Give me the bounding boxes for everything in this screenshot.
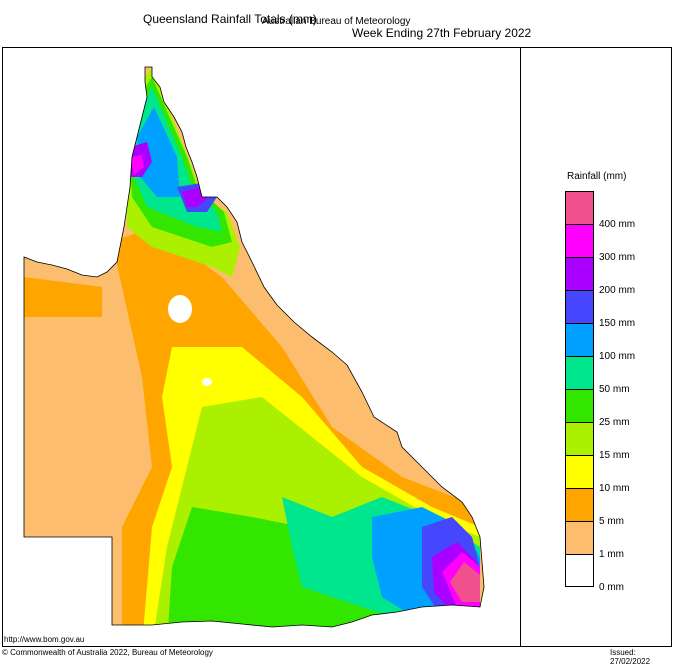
legend-label: 15 mm — [599, 450, 630, 461]
footer-url[interactable]: http://www.bom.gov.au — [4, 635, 85, 644]
title-left: Queensland Rainfall Totals (mm) — [143, 12, 317, 26]
title-right: Week Ending 27th February 2022 — [352, 26, 532, 40]
map-frame — [2, 47, 672, 647]
fill-0mm-patch2 — [202, 378, 212, 386]
legend-swatch — [565, 323, 594, 356]
fill-400mm — [450, 562, 480, 602]
legend-label: 100 mm — [599, 351, 636, 362]
legend-swatch — [565, 389, 594, 422]
legend-label: 400 mm — [599, 219, 636, 230]
legend-swatch — [565, 422, 594, 455]
legend-label: 150 mm — [599, 318, 636, 329]
footer-issued: Issued: 27/02/2022 — [610, 648, 651, 666]
rainfall-map — [23, 66, 485, 628]
fill-0mm-patch — [168, 295, 192, 323]
rainfall-fill — [24, 67, 484, 627]
fill-5mm-west — [24, 277, 102, 317]
fill-capeyork-100mm — [137, 107, 180, 197]
footer-copyright: © Commonwealth of Australia 2022, Bureau… — [2, 648, 213, 657]
legend-label: 300 mm — [599, 252, 636, 263]
legend-swatch — [565, 521, 594, 554]
legend-title: Rainfall (mm) — [567, 171, 627, 182]
legend-swatch — [565, 257, 594, 290]
legend-divider — [520, 47, 521, 647]
legend-colorbar — [565, 191, 595, 587]
legend-label: 5 mm — [599, 516, 624, 527]
legend-swatch — [565, 356, 594, 389]
legend-label: 0 mm — [599, 582, 624, 593]
legend-swatch — [565, 455, 594, 488]
map-subtitle: Australian Bureau of Meteorology — [262, 16, 411, 27]
legend-label: 10 mm — [599, 483, 630, 494]
legend-swatch — [565, 191, 594, 224]
fill-westcape-300mm — [130, 155, 144, 175]
legend-label: 200 mm — [599, 285, 636, 296]
legend-swatch — [565, 224, 594, 257]
legend-label: 25 mm — [599, 417, 630, 428]
legend-swatch — [565, 290, 594, 323]
map-title: Queensland Rainfall Totals (mm) Week End… — [0, 0, 674, 40]
legend-swatch — [565, 554, 594, 587]
legend-label: 1 mm — [599, 549, 624, 560]
legend-swatch — [565, 488, 594, 521]
state-outline — [23, 66, 485, 628]
legend-label: 50 mm — [599, 384, 630, 395]
